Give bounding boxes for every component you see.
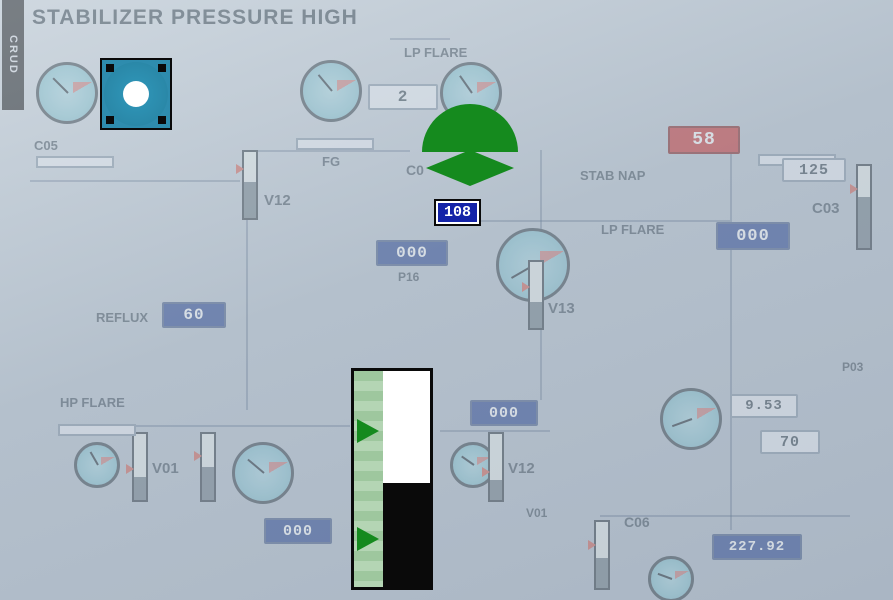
gauge-bl1[interactable]: [74, 442, 120, 488]
fg-gauge-overlay[interactable]: [100, 58, 172, 130]
readout-lp[interactable]: 000: [716, 222, 790, 250]
tank-level[interactable]: [351, 368, 433, 590]
bar-c06[interactable]: [594, 520, 610, 590]
pv-readout[interactable]: 108: [436, 201, 479, 224]
readout-bl[interactable]: 000: [264, 518, 332, 544]
label-reflux: REFLUX: [96, 310, 148, 325]
readout-reflux[interactable]: 60: [162, 302, 226, 328]
bar-v01b[interactable]: [200, 432, 216, 502]
gauge-c05[interactable]: [36, 62, 98, 124]
side-tag: CRUD: [2, 0, 24, 110]
label-lp-flare: LP FLARE: [404, 45, 467, 60]
label-hp-flare: HP FLARE: [60, 395, 125, 410]
label-p03: P03: [842, 360, 863, 374]
label-p16: P16: [398, 270, 419, 284]
bar-v12[interactable]: [242, 150, 258, 220]
bar-v13[interactable]: [528, 260, 544, 330]
gauge-r1[interactable]: [660, 388, 722, 450]
label-v13: V13: [548, 300, 575, 317]
label-v12: V12: [264, 192, 291, 209]
label-fg: FG: [322, 154, 340, 169]
readout-mid-a[interactable]: 000: [376, 240, 448, 266]
label-lp-flare-mid: LP FLARE: [601, 222, 664, 237]
mini-hp: [58, 424, 136, 436]
readout-70[interactable]: 70: [760, 430, 820, 454]
label-v01: V01: [152, 460, 179, 477]
readout-c06[interactable]: 227.92: [712, 534, 802, 560]
bar-v01[interactable]: [132, 432, 148, 502]
label-v01b: V01: [526, 506, 547, 520]
gauge-top-2[interactable]: [300, 60, 362, 122]
label-c03: C03: [812, 200, 840, 217]
label-stab-nap: STAB NAP: [580, 168, 645, 183]
label-v12b: V12: [508, 460, 535, 477]
control-valve-icon[interactable]: [422, 104, 518, 186]
gauge-r2[interactable]: [648, 556, 694, 600]
bar-v12b[interactable]: [488, 432, 504, 502]
label-c06: C06: [624, 514, 650, 530]
readout-stab-nap[interactable]: 125: [782, 158, 846, 182]
bar-c03[interactable]: [856, 164, 872, 250]
readout-mid-b[interactable]: 000: [470, 400, 538, 426]
mini-c05: [36, 156, 114, 168]
mini-fg: [296, 138, 374, 150]
hmi-stage: CRUD STABILIZER PRESSURE HIGH LP FLARE F…: [0, 0, 893, 600]
label-c05: C05: [34, 138, 58, 153]
readout-953[interactable]: 9.53: [730, 394, 798, 418]
page-title: STABILIZER PRESSURE HIGH: [32, 6, 358, 30]
readout-stab-alarm[interactable]: 58: [668, 126, 740, 154]
gauge-bl2[interactable]: [232, 442, 294, 504]
